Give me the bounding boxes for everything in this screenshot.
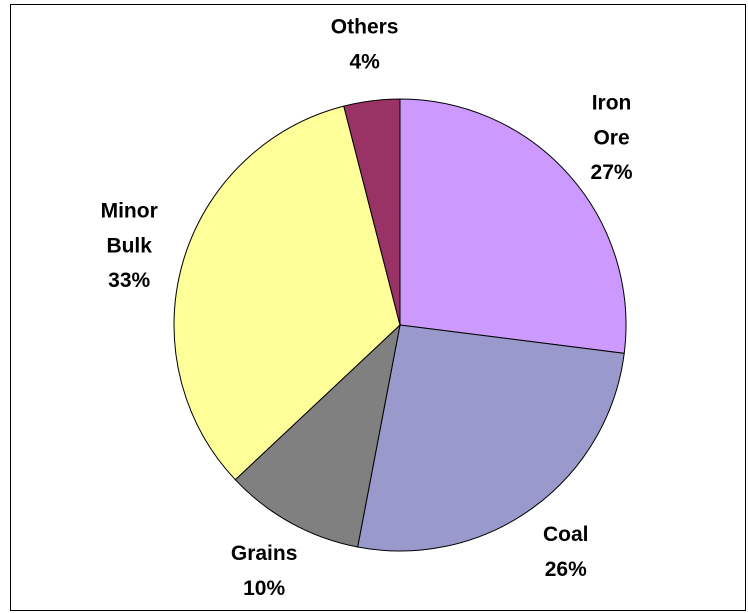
slice-label: Iron Ore <box>592 91 632 149</box>
slice-value-label: 26% <box>545 558 587 581</box>
slice-label: Minor Bulk <box>101 199 158 257</box>
pie-slice <box>343 98 401 326</box>
slice-label: Grains <box>231 542 298 565</box>
pie-slice <box>357 324 625 552</box>
labels: Iron Ore 27% Coal 26% Grains 10% Minor Bulk 33% Ot… <box>101 15 633 600</box>
slice-value-label: 4% <box>349 50 380 73</box>
pie <box>173 98 627 552</box>
slice-label: Coal <box>543 523 589 546</box>
pie-slice <box>234 323 401 548</box>
slice-value-label: 27% <box>591 161 633 184</box>
slice-label: Others <box>331 15 399 38</box>
slice-value-label: 10% <box>243 577 285 600</box>
slice-value-label: 33% <box>108 269 150 292</box>
pie-slice <box>399 98 627 354</box>
pie-slice <box>173 105 401 481</box>
